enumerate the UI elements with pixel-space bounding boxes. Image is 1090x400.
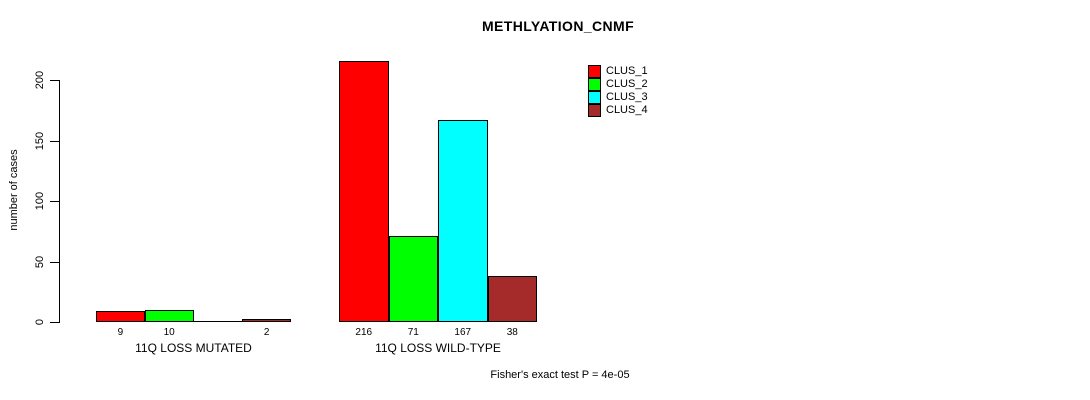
y-axis-tick-label: 0 <box>34 318 46 326</box>
legend: CLUS_1 CLUS_2 CLUS_3 CLUS_4 <box>588 65 648 117</box>
bar-clus-3-zero <box>193 321 243 322</box>
legend-label: CLUS_3 <box>606 91 648 103</box>
bar-value-label: 9 <box>117 327 124 338</box>
legend-swatch-clus_3 <box>588 91 601 104</box>
bar-clus-1 <box>96 311 145 322</box>
legend-swatch-clus_1 <box>588 65 601 78</box>
category-label-0: 11Q LOSS MUTATED <box>135 341 252 355</box>
y-axis-tick <box>50 262 59 263</box>
chart-title: METHLYATION_CNMF <box>481 18 635 34</box>
bar-value-label: 167 <box>454 327 472 338</box>
legend-item-clus_4: CLUS_4 <box>588 104 648 117</box>
bar-value-label: 2 <box>263 327 270 338</box>
bar-clus-3 <box>438 120 488 322</box>
legend-label: CLUS_4 <box>606 104 648 116</box>
legend-item-clus_3: CLUS_3 <box>588 91 648 104</box>
bar-clus-1 <box>339 61 389 322</box>
y-axis-tick-label: 100 <box>34 191 46 211</box>
bar-value-label: 38 <box>506 327 518 338</box>
fisher-test-annotation: Fisher's exact test P = 4e-05 <box>490 369 630 381</box>
bar-clus-4 <box>487 276 537 322</box>
bar-clus-2 <box>388 236 438 322</box>
y-axis-tick <box>50 80 59 81</box>
category-label-1: 11Q LOSS WILD-TYPE <box>375 341 501 355</box>
bar-value-label: 10 <box>163 327 175 338</box>
legend-swatch-clus_2 <box>588 78 601 91</box>
bar-value-label: 216 <box>355 327 373 338</box>
legend-swatch-clus_4 <box>588 104 601 117</box>
y-axis-tick <box>50 141 59 142</box>
legend-label: CLUS_1 <box>606 65 648 77</box>
y-axis-tick-label: 50 <box>34 255 46 269</box>
y-axis-tick-label: 150 <box>34 131 46 151</box>
legend-item-clus_2: CLUS_2 <box>588 78 648 91</box>
y-axis-tick <box>50 201 59 202</box>
legend-item-clus_1: CLUS_1 <box>588 65 648 78</box>
bar-clus-2 <box>144 310 194 322</box>
y-axis-line <box>59 80 60 323</box>
y-axis-tick <box>50 322 59 323</box>
bar-clus-4 <box>242 319 291 322</box>
y-axis-tick-label: 200 <box>34 70 46 90</box>
bar-value-label: 71 <box>407 327 419 338</box>
legend-label: CLUS_2 <box>606 78 648 90</box>
